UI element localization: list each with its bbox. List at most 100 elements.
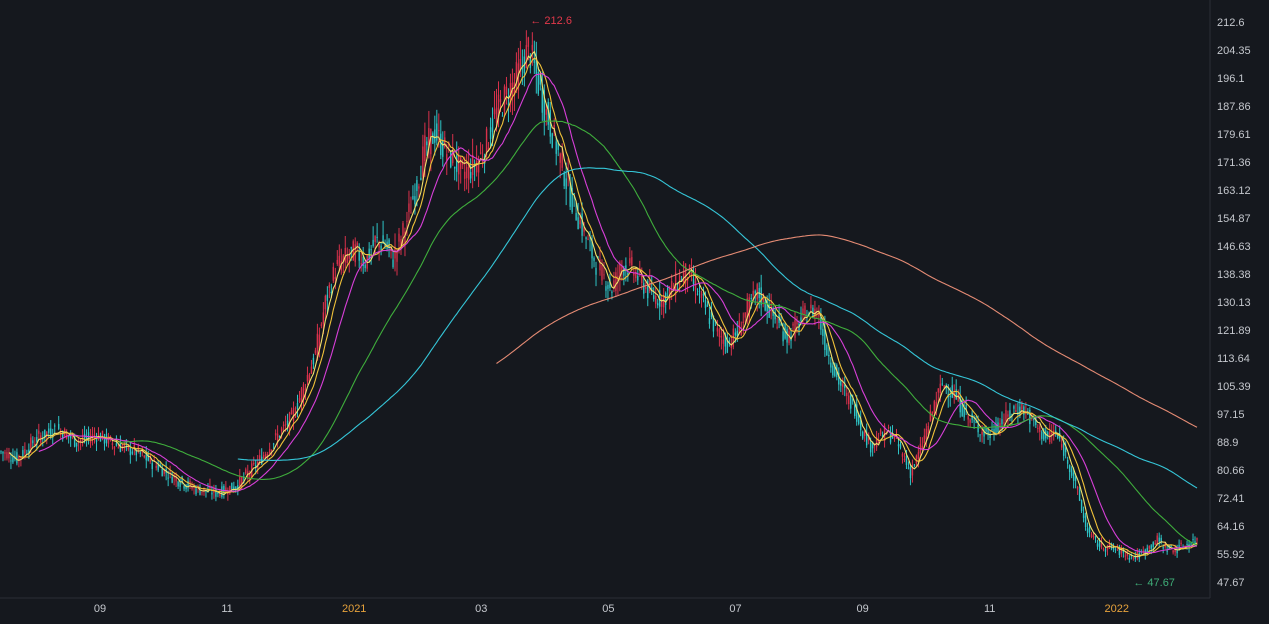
- candle-body: [1086, 528, 1089, 534]
- candle: [565, 162, 567, 206]
- candle-body: [635, 272, 637, 279]
- candle-body: [1100, 542, 1103, 548]
- candle-body: [380, 245, 382, 251]
- candle-body: [1186, 544, 1188, 546]
- candle-body: [961, 400, 963, 416]
- candle-body: [557, 142, 559, 150]
- candle: [418, 183, 420, 198]
- candle-body: [330, 291, 333, 294]
- candle-body: [905, 455, 908, 465]
- candle-body: [569, 187, 571, 207]
- candle-body: [796, 320, 798, 325]
- candle: [46, 431, 48, 445]
- candle-body: [241, 476, 243, 487]
- candle-body: [288, 412, 291, 430]
- candle: [318, 327, 321, 358]
- candle-body: [585, 237, 587, 239]
- candle: [1005, 402, 1007, 423]
- candle: [274, 429, 277, 441]
- candle: [215, 484, 217, 502]
- candle-body: [54, 425, 56, 427]
- candle-body: [899, 443, 902, 448]
- candle-body: [623, 268, 625, 276]
- candle-body: [708, 318, 711, 324]
- candle-body: [1090, 533, 1093, 538]
- candle-body: [545, 109, 547, 115]
- candle-body: [368, 248, 370, 260]
- candle-body: [941, 383, 943, 385]
- candle-body: [372, 239, 374, 246]
- candle-body: [712, 315, 715, 332]
- candle: [830, 357, 832, 373]
- candle-body: [442, 140, 444, 157]
- candle: [14, 450, 16, 462]
- candle: [340, 248, 342, 275]
- candle-body: [215, 489, 217, 497]
- candle-body: [581, 213, 583, 236]
- candle-body: [1142, 550, 1144, 553]
- y-tick-label: 196.1: [1217, 73, 1245, 85]
- candle: [539, 73, 541, 91]
- candle-body: [1057, 433, 1059, 439]
- candle-body: [139, 452, 141, 454]
- candle-body: [1041, 431, 1043, 439]
- candle-body: [645, 286, 647, 290]
- candle-body: [812, 307, 814, 317]
- candle-body: [1152, 542, 1154, 547]
- candle: [875, 430, 878, 451]
- candle-body: [503, 86, 506, 112]
- candle-body: [290, 410, 293, 415]
- candle-body: [535, 56, 538, 75]
- candle-body: [143, 455, 145, 458]
- candle-body: [985, 427, 987, 432]
- candle-body: [326, 294, 329, 301]
- candle-body: [426, 141, 428, 146]
- candle: [320, 322, 323, 329]
- candle-body: [1047, 432, 1049, 436]
- candle-body: [87, 432, 90, 437]
- candle: [937, 388, 939, 403]
- candle: [899, 441, 902, 450]
- candle-body: [296, 403, 299, 410]
- candle: [716, 319, 719, 337]
- candle-body: [173, 475, 175, 478]
- candle-body: [1070, 468, 1073, 476]
- candle-body: [133, 445, 136, 450]
- candle-body: [262, 455, 265, 458]
- candle: [764, 298, 766, 312]
- candle-body: [459, 156, 462, 169]
- candle-body: [298, 398, 301, 403]
- candle: [458, 146, 460, 190]
- candle-body: [312, 357, 315, 365]
- candle: [844, 376, 846, 397]
- candle: [1132, 557, 1135, 561]
- y-tick-label: 146.63: [1217, 241, 1251, 253]
- candle-body: [716, 327, 719, 332]
- candle: [1102, 547, 1105, 552]
- candle: [103, 433, 106, 451]
- candle-body: [724, 334, 727, 347]
- candle-body: [975, 421, 977, 423]
- candle-body: [145, 452, 147, 461]
- y-tick-label: 72.41: [1217, 493, 1245, 505]
- y-tick-label: 130.13: [1217, 297, 1251, 309]
- candle-body: [605, 286, 607, 291]
- candle-body: [1080, 500, 1083, 511]
- candle: [191, 481, 193, 491]
- candle: [348, 248, 350, 273]
- candle-body: [1104, 549, 1107, 552]
- candle-body: [30, 437, 32, 449]
- candle-body: [278, 435, 281, 438]
- candle: [585, 236, 587, 250]
- candle-body: [149, 455, 151, 462]
- candle-body: [840, 380, 842, 386]
- y-tick-label: 138.38: [1217, 269, 1251, 281]
- candle: [1033, 414, 1035, 427]
- candle-body: [1064, 447, 1067, 453]
- candle: [444, 130, 446, 149]
- candle-body: [1029, 409, 1031, 425]
- candle-body: [1124, 555, 1127, 557]
- candle-body: [1196, 537, 1198, 541]
- candle: [708, 307, 711, 329]
